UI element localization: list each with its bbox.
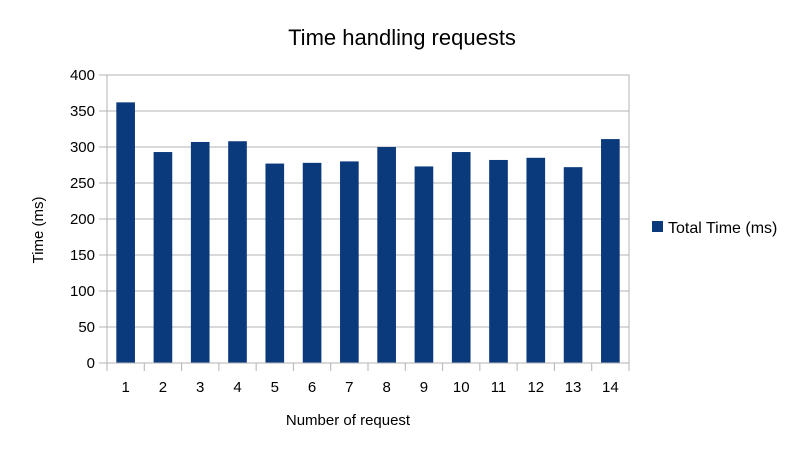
y-tick-label: 250	[70, 175, 95, 192]
legend-label: Total Time (ms)	[668, 220, 777, 237]
x-tick-label: 10	[453, 379, 470, 396]
plot-frame	[106, 74, 630, 364]
bar	[340, 161, 359, 363]
bar	[116, 102, 135, 364]
y-tick-label: 350	[70, 103, 95, 120]
x-tick-label: 3	[196, 379, 204, 396]
y-axis-label: Time (ms)	[30, 197, 47, 264]
x-axis-label: Number of request	[286, 412, 411, 429]
y-tick-label: 100	[70, 283, 95, 300]
x-tick-label: 8	[382, 379, 390, 396]
y-tick-label: 400	[70, 67, 95, 84]
x-tick-label: 1	[121, 379, 129, 396]
x-tick-label: 11	[491, 379, 507, 396]
y-tick-label: 50	[78, 319, 95, 336]
y-tick-labels: 0 50 100 150 200 250 300 350 400	[70, 67, 95, 372]
x-tick-label: 9	[420, 379, 428, 396]
axes	[106, 74, 630, 364]
chart-title: Time handling requests	[288, 25, 516, 50]
y-tick-label: 200	[70, 211, 95, 228]
legend-swatch	[652, 221, 663, 232]
bar	[601, 139, 620, 363]
legend: Total Time (ms)	[652, 220, 777, 237]
x-tick-label: 4	[233, 379, 241, 396]
x-tick-label: 14	[602, 379, 619, 396]
x-tick-label: 6	[308, 379, 316, 396]
y-tick-label: 300	[70, 139, 95, 156]
bar	[228, 141, 247, 363]
bar	[451, 152, 471, 363]
x-tick-label: 5	[271, 379, 279, 396]
gridlines	[99, 74, 630, 371]
x-tick-label: 7	[345, 379, 353, 396]
bar	[526, 157, 546, 363]
bar	[377, 147, 396, 363]
y-tick-label: 0	[87, 355, 95, 372]
x-tick-labels: 1 2 3 4 5 6 7 8 9 10 11 12 13 14	[121, 379, 618, 396]
bar	[563, 167, 583, 363]
bar	[302, 162, 322, 363]
x-tick-label: 13	[565, 379, 582, 396]
bar	[414, 166, 434, 363]
bar	[190, 141, 210, 363]
bar	[265, 163, 285, 363]
bar-series	[116, 102, 620, 364]
bar	[489, 159, 508, 363]
x-tick-label: 2	[159, 379, 167, 396]
x-tick-label: 12	[527, 379, 544, 396]
y-tick-label: 150	[70, 247, 95, 264]
bar	[153, 152, 173, 363]
